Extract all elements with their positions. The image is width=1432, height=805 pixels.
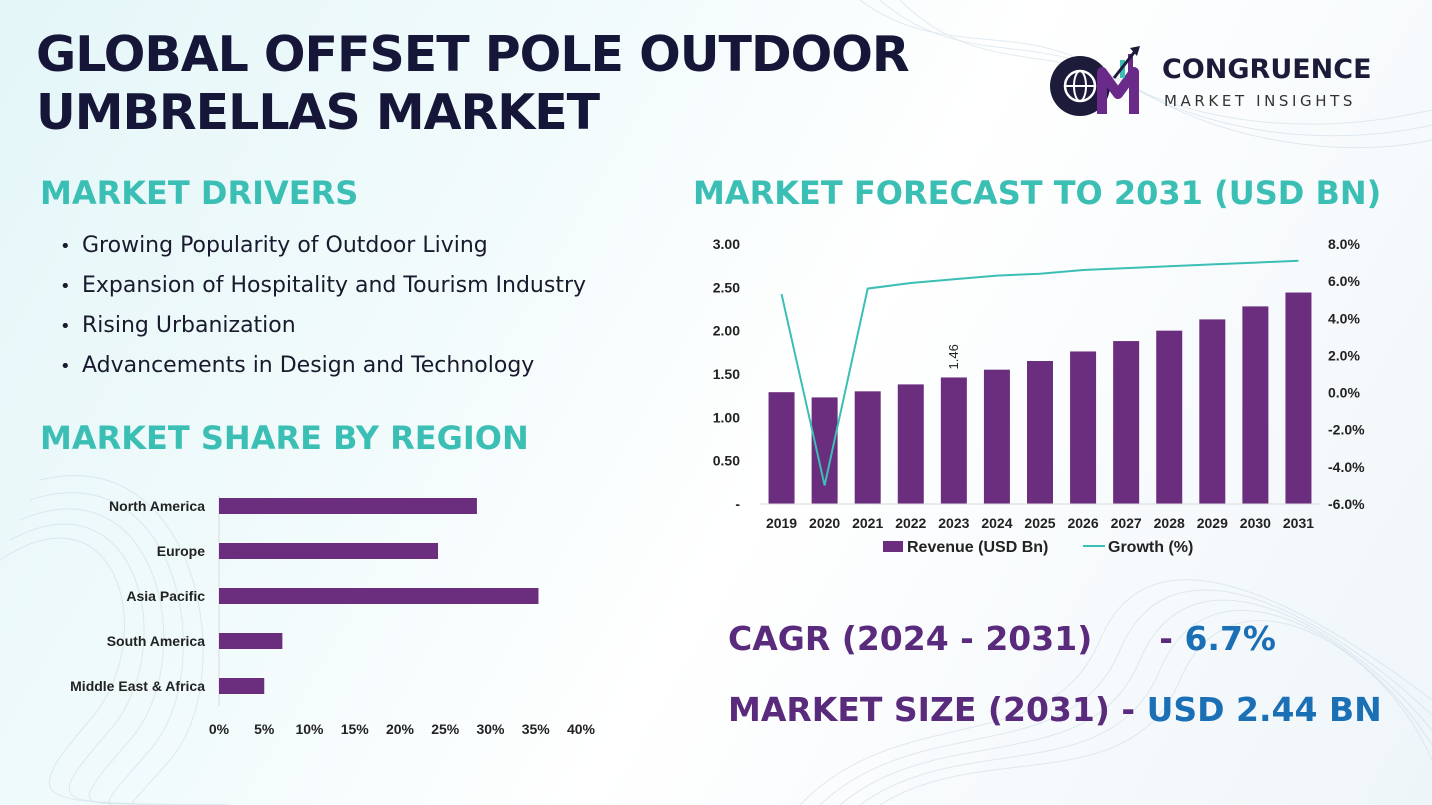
market-size-kpi: MARKET SIZE (2031) - USD 2.44 BN <box>728 690 1382 729</box>
legend-label: Growth (%) <box>1108 539 1193 556</box>
y-right-tick-label: -2.0% <box>1328 422 1365 438</box>
data-label: 1.46 <box>946 344 961 369</box>
category-label: North America <box>109 498 205 514</box>
y-left-tick-label: 1.50 <box>713 366 740 382</box>
drivers-heading: MARKET DRIVERS <box>40 174 359 212</box>
y-left-tick-label: 2.50 <box>713 279 740 295</box>
y-right-tick-label: 2.0% <box>1328 347 1360 363</box>
y-left-tick-label: 1.00 <box>713 409 740 425</box>
x-tick-label: 2022 <box>895 515 926 531</box>
x-tick-label: 25% <box>431 721 460 737</box>
size-value: USD 2.44 BN <box>1146 690 1382 729</box>
x-tick-label: 2019 <box>766 515 797 531</box>
x-tick-label: 30% <box>476 721 505 737</box>
forecast-combo-chart: - 0.50 1.00 1.50 2.00 2.50 3.00 -6.0% -4.0% -2.0%… <box>713 236 1365 556</box>
logo-mark <box>1050 46 1140 116</box>
legend-label: Revenue (USD Bn) <box>907 539 1048 556</box>
x-tick-label: 5% <box>254 721 275 737</box>
category-label: South America <box>107 633 205 649</box>
legend-swatch-revenue <box>883 541 903 552</box>
size-label: MARKET SIZE (2031) <box>728 690 1110 729</box>
y-right-tick-label: 0.0% <box>1328 385 1360 401</box>
category-label: Asia Pacific <box>126 588 205 604</box>
revenue-bar <box>1113 341 1140 504</box>
driver-item: Rising Urbanization <box>60 308 586 348</box>
x-tick-label: 2031 <box>1283 515 1314 531</box>
x-tick-label: 10% <box>295 721 324 737</box>
x-tick-label: 0% <box>209 721 230 737</box>
logo-tagline: MARKET INSIGHTS <box>1164 92 1357 110</box>
y-left-tick-label: 3.00 <box>713 236 740 252</box>
revenue-bar <box>1285 292 1312 504</box>
revenue-bar <box>854 391 881 504</box>
cagr-separator: - <box>1159 619 1185 658</box>
category-label: Europe <box>157 543 205 559</box>
x-tick-label: 2024 <box>981 515 1012 531</box>
forecast-heading: MARKET FORECAST TO 2031 (USD BN) <box>693 174 1382 212</box>
x-tick-label: 2027 <box>1111 515 1142 531</box>
revenue-bar <box>1027 361 1053 504</box>
x-tick-label: 2021 <box>852 515 883 531</box>
company-logo: CONGRUENCE MARKET INSIGHTS <box>1044 44 1404 124</box>
revenue-bar <box>897 384 924 504</box>
driver-item: Growing Popularity of Outdoor Living <box>60 228 586 268</box>
x-tick-label: 2030 <box>1240 515 1271 531</box>
y-right-tick-label: 6.0% <box>1328 273 1360 289</box>
x-tick-label: 2029 <box>1197 515 1228 531</box>
y-right-tick-label: -6.0% <box>1328 496 1365 512</box>
x-tick-label: 2023 <box>938 515 969 531</box>
region-heading: MARKET SHARE BY REGION <box>40 419 529 457</box>
revenue-bar <box>811 397 838 504</box>
revenue-bar <box>1070 351 1097 504</box>
cagr-kpi: CAGR (2024 - 2031) - 6.7% <box>728 619 1276 658</box>
category-label: Middle East & Africa <box>70 678 205 694</box>
revenue-bar <box>983 369 1010 504</box>
size-separator: - <box>1109 690 1147 729</box>
driver-item: Advancements in Design and Technology <box>60 348 586 388</box>
x-tick-label: 35% <box>522 721 551 737</box>
bar <box>219 588 539 604</box>
y-right-tick-label: 4.0% <box>1328 310 1360 326</box>
driver-item: Expansion of Hospitality and Tourism Ind… <box>60 268 586 308</box>
revenue-bar <box>1156 330 1183 504</box>
bar <box>219 633 283 649</box>
x-tick-label: 20% <box>386 721 415 737</box>
x-tick-label: 40% <box>567 721 596 737</box>
y-left-tick-label: - <box>735 496 740 512</box>
x-tick-label: 2020 <box>809 515 840 531</box>
cagr-value: 6.7% <box>1184 619 1276 658</box>
x-tick-label: 2025 <box>1024 515 1055 531</box>
y-left-tick-label: 0.50 <box>713 453 740 469</box>
y-right-tick-label: -4.0% <box>1328 459 1365 475</box>
bar <box>219 678 265 694</box>
y-right-tick-label: 8.0% <box>1328 236 1360 252</box>
region-bar-chart: North America Europe Asia Pacific South Ame… <box>70 496 596 737</box>
page-title: GLOBAL OFFSET POLE OUTDOOR UMBRELLAS MAR… <box>36 26 996 142</box>
title-line-2: UMBRELLAS MARKET <box>36 84 600 141</box>
bar <box>219 498 477 514</box>
revenue-bar <box>1242 306 1269 504</box>
x-tick-label: 15% <box>341 721 370 737</box>
x-tick-label: 2028 <box>1154 515 1185 531</box>
title-line-1: GLOBAL OFFSET POLE OUTDOOR <box>36 26 910 83</box>
logo-name: CONGRUENCE <box>1162 54 1372 85</box>
drivers-list: Growing Popularity of Outdoor Living Exp… <box>60 228 586 388</box>
cagr-label: CAGR (2024 - 2031) <box>728 619 1093 658</box>
growth-line <box>780 259 1299 486</box>
y-left-tick-label: 2.00 <box>713 323 740 339</box>
revenue-bar <box>1199 319 1226 504</box>
x-tick-label: 2026 <box>1067 515 1098 531</box>
revenue-bar <box>940 377 967 504</box>
revenue-bar <box>768 392 795 504</box>
bar <box>219 543 439 559</box>
